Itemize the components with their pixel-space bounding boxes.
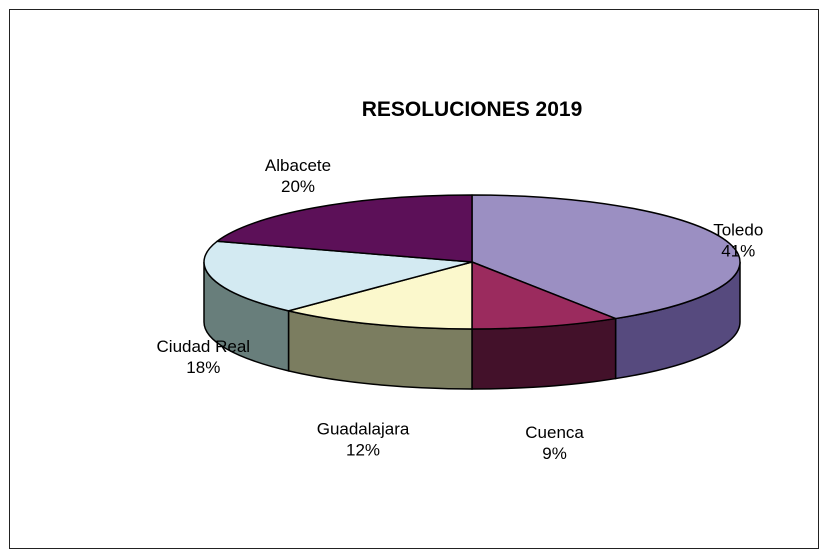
pie-label-name: Cuenca xyxy=(525,423,584,442)
pie-label-albacete: Albacete 20% xyxy=(265,156,331,196)
pie-label-toledo: Toledo 41% xyxy=(713,221,763,261)
pie-label-name: Albacete xyxy=(265,156,331,175)
pie-label-name: Toledo xyxy=(713,221,763,240)
pie-slice-albacete xyxy=(216,194,473,263)
pie-tops xyxy=(203,194,741,330)
pie-label-cuenca: Cuenca 9% xyxy=(525,423,584,463)
pie-label-percent: 12% xyxy=(346,441,380,460)
pie-label-name: Guadalajara xyxy=(317,420,410,439)
pie-label-percent: 20% xyxy=(281,177,315,196)
pie-label-name: Ciudad Real xyxy=(157,337,251,356)
pie-label-percent: 9% xyxy=(542,444,567,463)
pie-slice-ciudad-real xyxy=(203,240,473,312)
pie-label-percent: 41% xyxy=(721,242,755,261)
pie-label-ciudad-real: Ciudad Real 18% xyxy=(157,337,251,377)
chart-title: RESOLUCIONES 2019 xyxy=(362,98,583,121)
pie-slice-cuenca xyxy=(471,261,617,330)
chart-area: RESOLUCIONES 2019 Toledo 41% Cuenca 9% Guada… xyxy=(9,9,819,549)
pie-slice-guadalajara xyxy=(287,261,473,330)
pie-labels: Toledo 41% Cuenca 9% Guadalajara 12% Ciudad Re… xyxy=(157,156,764,463)
pie-label-guadalajara: Guadalajara 12% xyxy=(317,420,410,460)
pie-chart: RESOLUCIONES 2019 Toledo 41% Cuenca 9% Guada… xyxy=(157,98,764,463)
pie-label-percent: 18% xyxy=(186,358,220,377)
